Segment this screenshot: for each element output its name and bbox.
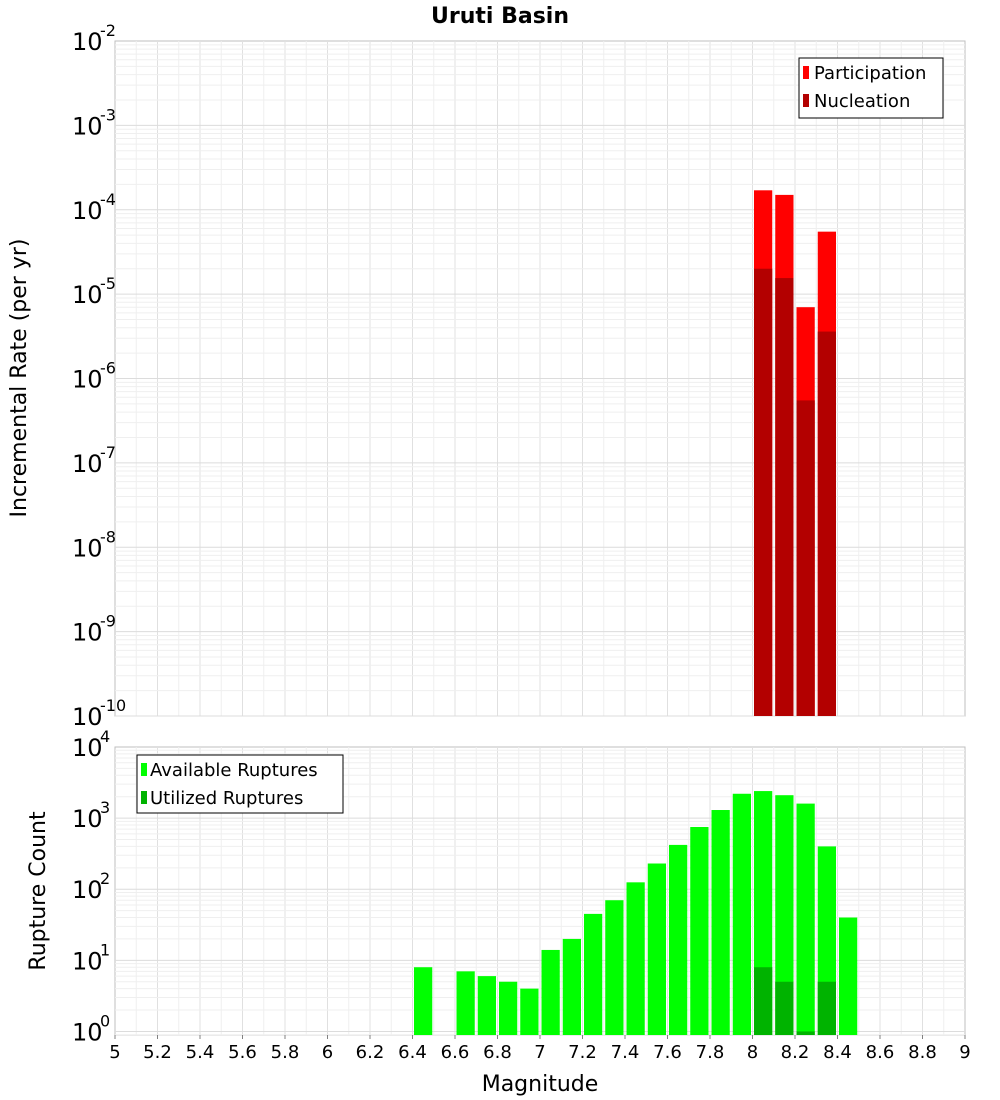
x-tick-label: 7.8 [696, 1042, 725, 1063]
top-y-tick-label: 10 [72, 281, 103, 309]
top-y-tick-label: 10 [72, 703, 103, 731]
bottom-bar-utilized-ruptures [754, 967, 773, 1035]
x-tick-label: 5.2 [143, 1042, 172, 1063]
top-y-axis-label: Incremental Rate (per yr) [7, 239, 32, 518]
top-y-tick-label: 10 [72, 534, 103, 562]
x-tick-label: 5.4 [186, 1042, 215, 1063]
bottom-y-tick-exponent: 2 [100, 869, 110, 888]
top-bars [754, 190, 836, 716]
legend-swatch-available [141, 763, 147, 776]
bottom-y-tick-label: 10 [72, 805, 103, 833]
top-y-tick-exponent: -7 [100, 443, 116, 462]
top-y-tick-label: 10 [72, 619, 103, 647]
bottom-bar-available-ruptures [499, 981, 518, 1035]
legend-label-utilized: Utilized Ruptures [150, 788, 303, 809]
x-axis-label: Magnitude [482, 1072, 599, 1097]
bottom-bar-utilized-ruptures [796, 1031, 815, 1035]
legend-swatch-nucleation [803, 94, 809, 107]
bottom-bar-available-ruptures [711, 810, 730, 1035]
top-bar-nucleation [775, 278, 794, 716]
x-tick-label: 9 [959, 1042, 970, 1063]
top-y-tick-exponent: -2 [100, 21, 116, 40]
bottom-bar-available-ruptures [456, 971, 475, 1035]
x-tick-label: 7.4 [611, 1042, 640, 1063]
top-bar-nucleation [796, 400, 815, 716]
top-y-tick-exponent: -5 [100, 274, 116, 293]
top-y-tick-label: 10 [72, 28, 103, 56]
bottom-bar-available-ruptures [839, 917, 858, 1035]
bottom-bar-available-ruptures [605, 900, 624, 1035]
top-y-tick-label: 10 [72, 112, 103, 140]
bottom-bar-utilized-ruptures [775, 981, 794, 1035]
bottom-legend: Available Ruptures Utilized Ruptures [136, 754, 344, 814]
top-y-tick-exponent: -9 [100, 612, 116, 631]
bottom-legend-box [136, 754, 344, 814]
bottom-bar-available-ruptures [562, 938, 581, 1035]
bottom-bar-available-ruptures [414, 967, 433, 1035]
top-bar-nucleation [817, 331, 836, 716]
x-tick-label: 7 [534, 1042, 545, 1063]
bottom-y-tick-exponent: 4 [100, 727, 110, 746]
legend-label-available: Available Ruptures [150, 760, 318, 781]
bottom-y-axis-label: Rupture Count [26, 811, 51, 971]
bottom-bar-available-ruptures [775, 795, 794, 1035]
bottom-bar-available-ruptures [732, 793, 751, 1035]
x-tick-label: 7.6 [653, 1042, 682, 1063]
bottom-bars [414, 791, 858, 1035]
bottom-y-tick-label: 10 [72, 1018, 103, 1046]
x-tick-label: 6 [322, 1042, 333, 1063]
bottom-bar-available-ruptures [647, 863, 666, 1035]
top-y-tick-label: 10 [72, 366, 103, 394]
bottom-bar-available-ruptures [669, 844, 688, 1035]
x-tick-label: 6.8 [483, 1042, 512, 1063]
x-tick-label: 5.8 [271, 1042, 300, 1063]
x-tick-label: 8.4 [823, 1042, 852, 1063]
top-y-tick-label: 10 [72, 197, 103, 225]
top-y-tick-exponent: -3 [100, 105, 116, 124]
bottom-y-tick-exponent: 1 [100, 940, 110, 959]
top-bar-nucleation [754, 268, 773, 716]
bottom-bar-available-ruptures [626, 882, 645, 1035]
x-tick-label: 7.2 [568, 1042, 597, 1063]
x-tick-label: 8.8 [908, 1042, 937, 1063]
top-legend: Participation Nucleation [798, 57, 944, 119]
top-y-tick-exponent: -4 [100, 190, 116, 209]
x-tick-label: 5.6 [228, 1042, 257, 1063]
x-tick-label: 5 [109, 1042, 120, 1063]
bottom-bar-available-ruptures [796, 803, 815, 1035]
top-grid [115, 41, 965, 717]
bottom-bar-available-ruptures [584, 913, 603, 1035]
x-tick-label: 6.4 [398, 1042, 427, 1063]
x-tick-label: 6.6 [441, 1042, 470, 1063]
legend-swatch-participation [803, 66, 809, 79]
bottom-y-tick-label: 10 [72, 734, 103, 762]
legend-swatch-utilized [141, 791, 147, 804]
bottom-bar-available-ruptures [690, 826, 709, 1035]
top-legend-box [798, 57, 944, 119]
top-y-tick-exponent: -6 [100, 359, 116, 378]
bottom-bar-available-ruptures [541, 949, 560, 1035]
legend-label-nucleation: Nucleation [814, 91, 910, 112]
x-tick-label: 6.2 [356, 1042, 385, 1063]
bottom-y-tick-label: 10 [72, 876, 103, 904]
x-ticks: 5 5.2 5.4 5.6 5.8 6 6.2 6.4 6.6 6.8 7 7.2 7.4 7.6 7.8 8… [109, 1035, 971, 1063]
bottom-y-tick-label: 10 [72, 947, 103, 975]
x-tick-label: 8 [747, 1042, 758, 1063]
legend-label-participation: Participation [814, 63, 926, 84]
bottom-bar-available-ruptures [520, 988, 539, 1035]
top-y-tick-exponent: -8 [100, 527, 116, 546]
chart-title: Uruti Basin [431, 4, 569, 29]
bottom-y-tick-exponent: 3 [100, 798, 110, 817]
bottom-bar-utilized-ruptures [817, 981, 836, 1035]
bottom-bar-available-ruptures [477, 976, 496, 1035]
top-y-tick-label: 10 [72, 450, 103, 478]
x-tick-label: 8.6 [866, 1042, 895, 1063]
top-y-tick-exponent: -10 [100, 696, 126, 715]
bottom-y-tick-exponent: 0 [100, 1011, 110, 1030]
x-tick-label: 8.2 [781, 1042, 810, 1063]
bottom-grid [115, 747, 965, 1036]
